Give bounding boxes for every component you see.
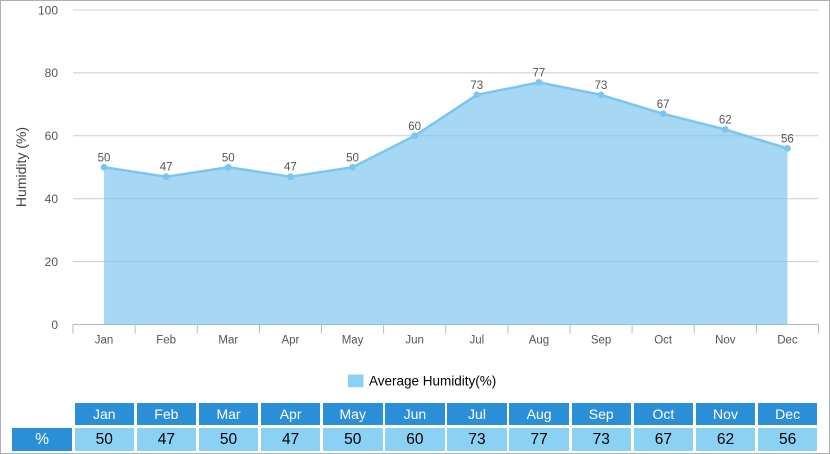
svg-text:47: 47	[284, 162, 297, 174]
svg-text:60: 60	[45, 129, 59, 143]
svg-text:67: 67	[657, 99, 670, 111]
svg-text:Jun: Jun	[405, 335, 424, 347]
svg-text:60: 60	[408, 121, 421, 133]
svg-text:Dec: Dec	[777, 335, 798, 347]
svg-text:Apr: Apr	[281, 335, 299, 347]
svg-text:Oct: Oct	[654, 335, 673, 347]
svg-text:20: 20	[45, 255, 59, 269]
svg-text:0: 0	[51, 318, 58, 332]
svg-text:Humidity (%): Humidity (%)	[13, 127, 29, 207]
svg-text:40: 40	[45, 192, 59, 206]
svg-text:73: 73	[470, 80, 483, 92]
svg-text:56: 56	[781, 133, 794, 145]
svg-text:Jan: Jan	[95, 335, 114, 347]
svg-text:50: 50	[98, 152, 111, 164]
svg-text:Sep: Sep	[591, 335, 611, 347]
svg-text:Feb: Feb	[156, 335, 176, 347]
svg-text:62: 62	[719, 115, 732, 127]
svg-text:Aug: Aug	[529, 335, 549, 347]
svg-text:77: 77	[533, 67, 546, 79]
svg-text:47: 47	[160, 162, 173, 174]
svg-text:50: 50	[346, 152, 359, 164]
svg-text:Jul: Jul	[469, 335, 484, 347]
svg-text:73: 73	[595, 80, 608, 92]
svg-text:Average Humidity(%): Average Humidity(%)	[369, 374, 496, 389]
svg-text:100: 100	[38, 3, 58, 17]
svg-text:80: 80	[45, 66, 59, 80]
svg-text:May: May	[342, 335, 364, 347]
svg-text:Mar: Mar	[218, 335, 238, 347]
svg-text:Nov: Nov	[715, 335, 736, 347]
svg-text:50: 50	[222, 152, 235, 164]
